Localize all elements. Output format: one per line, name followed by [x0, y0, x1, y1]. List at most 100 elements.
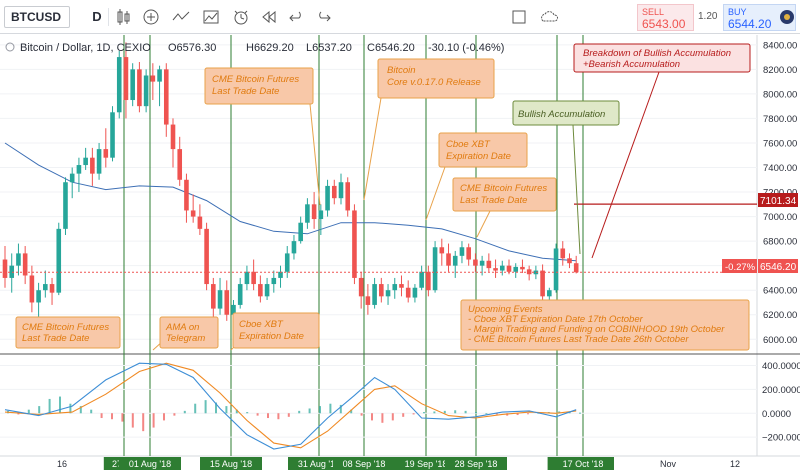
macd-histogram-bar — [225, 406, 228, 414]
macd-histogram-bar — [152, 413, 155, 428]
candle-body — [110, 112, 115, 158]
annotation-box — [159, 316, 219, 349]
candle-body — [506, 265, 512, 272]
candle-body — [392, 284, 398, 291]
level-layer — [0, 203, 757, 273]
level-tag-text: 7101.34 — [760, 196, 797, 207]
annotation-cme-futures-2[interactable]: CME Bitcoin Futures Last Trade Date — [204, 67, 321, 206]
macd-histogram-bar — [579, 412, 581, 414]
macd-histogram-bar — [163, 413, 165, 421]
annotation-text: Cboe XBT — [446, 139, 491, 150]
candle-body — [305, 204, 310, 223]
candle-body — [520, 266, 525, 270]
x-tick-highlight — [333, 457, 395, 470]
macd-histogram-bar — [183, 410, 186, 414]
y-tick-label: 7000.00 — [763, 212, 797, 223]
annotation-box — [460, 299, 750, 351]
annotation-text: Last Trade Date — [212, 86, 279, 97]
legend-high: H6629.20 — [246, 42, 294, 54]
x-tick-highlight — [200, 457, 262, 470]
macd-histogram-bar — [131, 413, 134, 428]
candle-body — [352, 210, 357, 278]
candle-body — [372, 284, 377, 305]
replay-icon[interactable] — [258, 6, 280, 28]
macd-histogram-bar — [48, 398, 51, 414]
x-tick-label: 16 — [57, 459, 67, 469]
candle-body — [486, 260, 492, 269]
candle-body — [385, 290, 391, 297]
price-axis[interactable] — [757, 35, 800, 471]
candle-body — [29, 275, 35, 303]
candle-body — [211, 284, 216, 309]
annotation-text: Upcoming Events — [468, 304, 543, 315]
candle-body — [399, 284, 404, 288]
candle-body — [452, 255, 458, 266]
candle-body — [258, 284, 263, 297]
annotation-bullish-accumulation[interactable]: Bullish Accumulation — [512, 100, 620, 255]
annotation-ama-telegram[interactable]: AMA on Telegram — [152, 316, 219, 351]
annotation-cme-futures-1[interactable]: CME Bitcoin Futures Last Trade Date — [15, 316, 121, 349]
candle-body — [513, 266, 519, 272]
candle-body — [63, 182, 68, 229]
candle-body — [379, 284, 384, 297]
candle-body — [540, 270, 545, 297]
candle-body — [479, 260, 485, 266]
buy-label: BUY — [728, 7, 747, 17]
annotation-box — [452, 177, 557, 212]
flag-icon[interactable] — [776, 6, 798, 28]
candle-body — [412, 287, 418, 298]
alert-clock-icon[interactable] — [230, 6, 252, 28]
annotation-text: Expiration Date — [239, 331, 304, 342]
y-tick-label: 6200.00 — [763, 310, 797, 321]
annotation-box — [204, 67, 314, 105]
candle-body — [177, 149, 183, 180]
macd-histogram-bar — [38, 406, 41, 414]
buy-button[interactable]: BUY 6544.20 — [723, 4, 796, 31]
indicators-icon[interactable] — [170, 6, 192, 28]
macd-histogram-bar — [246, 412, 249, 414]
candle-body — [184, 179, 189, 211]
annotation-cboe-xbt-1[interactable]: Cboe XBT Expiration Date — [230, 312, 320, 351]
annotation-upcoming-events[interactable]: Upcoming Events - Cboe XBT Expiration Da… — [460, 299, 750, 351]
candle-body — [244, 271, 250, 285]
redo-icon[interactable] — [312, 6, 334, 28]
annotation-cme-futures-3[interactable]: CME Bitcoin Futures Last Trade Date — [452, 177, 557, 238]
candles-layer — [2, 42, 579, 328]
candle-body — [365, 296, 371, 305]
candles-icon[interactable] — [112, 6, 134, 28]
annotation-box — [377, 58, 495, 99]
annotation-text: - Margin Trading and Funding on COBINHOO… — [468, 324, 725, 335]
macd-histogram-bar — [235, 409, 238, 414]
candle-body — [190, 210, 196, 217]
x-tick-label: 28 Sep '18 — [455, 459, 498, 469]
templates-icon[interactable] — [200, 6, 222, 28]
annotation-text: Breakdown of Bullish Accumulation — [583, 48, 731, 59]
undo-icon[interactable] — [286, 6, 308, 28]
annotation-text: CME Bitcoin Futures — [460, 183, 547, 194]
top-toolbar: BTCUSD D SELL 6543.00 1.20 BUY 6544.20 — [0, 0, 800, 34]
interval-button[interactable]: D — [86, 6, 108, 28]
annotation-breakdown-bearish[interactable]: Breakdown of Bullish Accumulation +Beari… — [573, 43, 751, 259]
candle-body — [284, 253, 290, 272]
annotation-text: CME Bitcoin Futures — [22, 322, 109, 333]
macd-histogram-bar — [287, 413, 290, 417]
sell-label: SELL — [642, 7, 665, 17]
change-pct-tag: -0.27% — [725, 262, 756, 273]
cloud-icon[interactable] — [538, 6, 560, 28]
settings-dot-icon[interactable] — [5, 42, 15, 52]
x-tick-label: 12 — [730, 459, 740, 469]
sell-price: 6543.00 — [642, 17, 686, 31]
annotation-cboe-xbt-2[interactable]: Cboe XBT Expiration Date — [425, 132, 528, 221]
candle-body — [231, 304, 236, 315]
annotation-bitcoin-core-release[interactable]: Bitcoin Core v.0.17.0 Release — [363, 58, 495, 201]
candle-body — [143, 75, 149, 107]
fullscreen-icon[interactable] — [508, 6, 530, 28]
candle-body — [311, 204, 317, 220]
add-indicator-icon[interactable] — [140, 6, 162, 28]
candle-body — [560, 248, 566, 259]
sell-button[interactable]: SELL 6543.00 — [637, 4, 694, 31]
macd-histogram-bar — [371, 413, 373, 421]
y-tick-label: 7800.00 — [763, 114, 797, 125]
symbol-search[interactable]: BTCUSD — [4, 6, 70, 28]
